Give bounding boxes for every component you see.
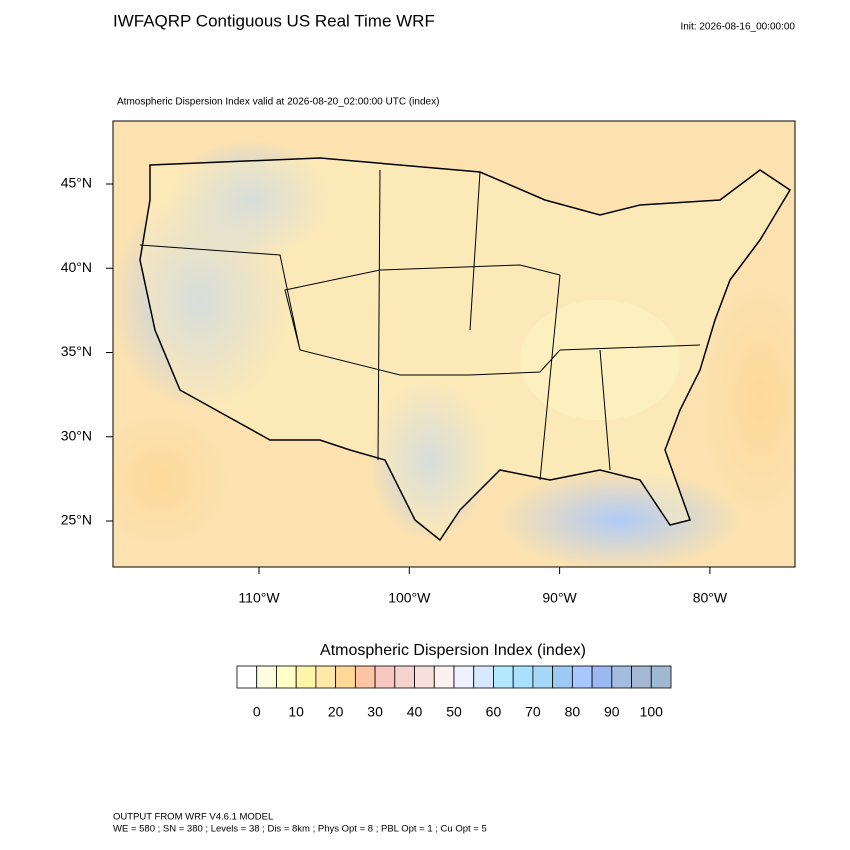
colorbar-box <box>631 665 652 689</box>
colorbar-box <box>512 665 534 689</box>
footer-line: WE = 580 ; SN = 380 ; Levels = 38 ; Dis … <box>113 824 487 835</box>
colorbar-box <box>473 665 494 689</box>
lon-tick-label: 80°W <box>693 590 728 606</box>
colorbar-label: 90 <box>604 704 620 720</box>
colorbar-label: 10 <box>288 704 304 720</box>
lon-tick-label: 110°W <box>238 590 280 606</box>
colorbar-box <box>414 665 435 689</box>
colorbar-label: 60 <box>486 704 502 720</box>
colorbar-title: Atmospheric Dispersion Index (index) <box>320 642 586 659</box>
map-field <box>113 121 795 567</box>
colorbar-box <box>394 665 415 689</box>
title: IWFAQRP Contiguous US Real Time WRF <box>113 11 435 30</box>
colorbar-label: 100 <box>640 704 664 720</box>
lat-tick-label: 30°N <box>61 427 92 443</box>
lon-tick-label: 100°W <box>388 590 431 606</box>
colorbar-box <box>552 665 573 689</box>
footer-line: OUTPUT FROM WRF V4.6.1 MODEL <box>113 812 273 823</box>
colorbar-box <box>571 665 593 689</box>
colorbar-box <box>295 665 317 689</box>
lat-tick-label: 40°N <box>61 259 92 275</box>
colorbar-box <box>433 665 455 689</box>
lat-tick-label: 35°N <box>61 343 92 359</box>
colorbar-box <box>236 665 258 689</box>
colorbar-box <box>276 665 297 689</box>
colorbar-box <box>591 665 613 689</box>
colorbar-label: 70 <box>525 704 541 720</box>
init-time: Init: 2026-08-16_00:00:00 <box>680 22 795 33</box>
colorbar-label: 40 <box>407 704 423 720</box>
lon-tick-label: 90°W <box>542 590 577 606</box>
colorbar-box <box>611 665 632 689</box>
colorbar-label: 80 <box>565 704 581 720</box>
colorbar-box <box>650 665 672 689</box>
map-subtitle: Atmospheric Dispersion Index valid at 20… <box>117 97 439 108</box>
colorbar-label: 0 <box>253 704 261 720</box>
lat-tick-label: 25°N <box>61 512 92 528</box>
colorbar-label: 50 <box>446 704 462 720</box>
map-frame <box>112 120 796 568</box>
lat-tick-label: 45°N <box>61 175 92 191</box>
colorbar-box <box>532 665 554 689</box>
colorbar-label: 20 <box>328 704 344 720</box>
colorbar-box <box>493 665 514 689</box>
colorbar-box <box>354 665 376 689</box>
colorbar-box <box>256 665 277 689</box>
colorbar-box <box>315 665 337 689</box>
colorbar-box <box>335 665 356 689</box>
colorbar-box <box>374 665 396 689</box>
colorbar-label: 30 <box>367 704 383 720</box>
colorbar-box <box>453 665 475 689</box>
